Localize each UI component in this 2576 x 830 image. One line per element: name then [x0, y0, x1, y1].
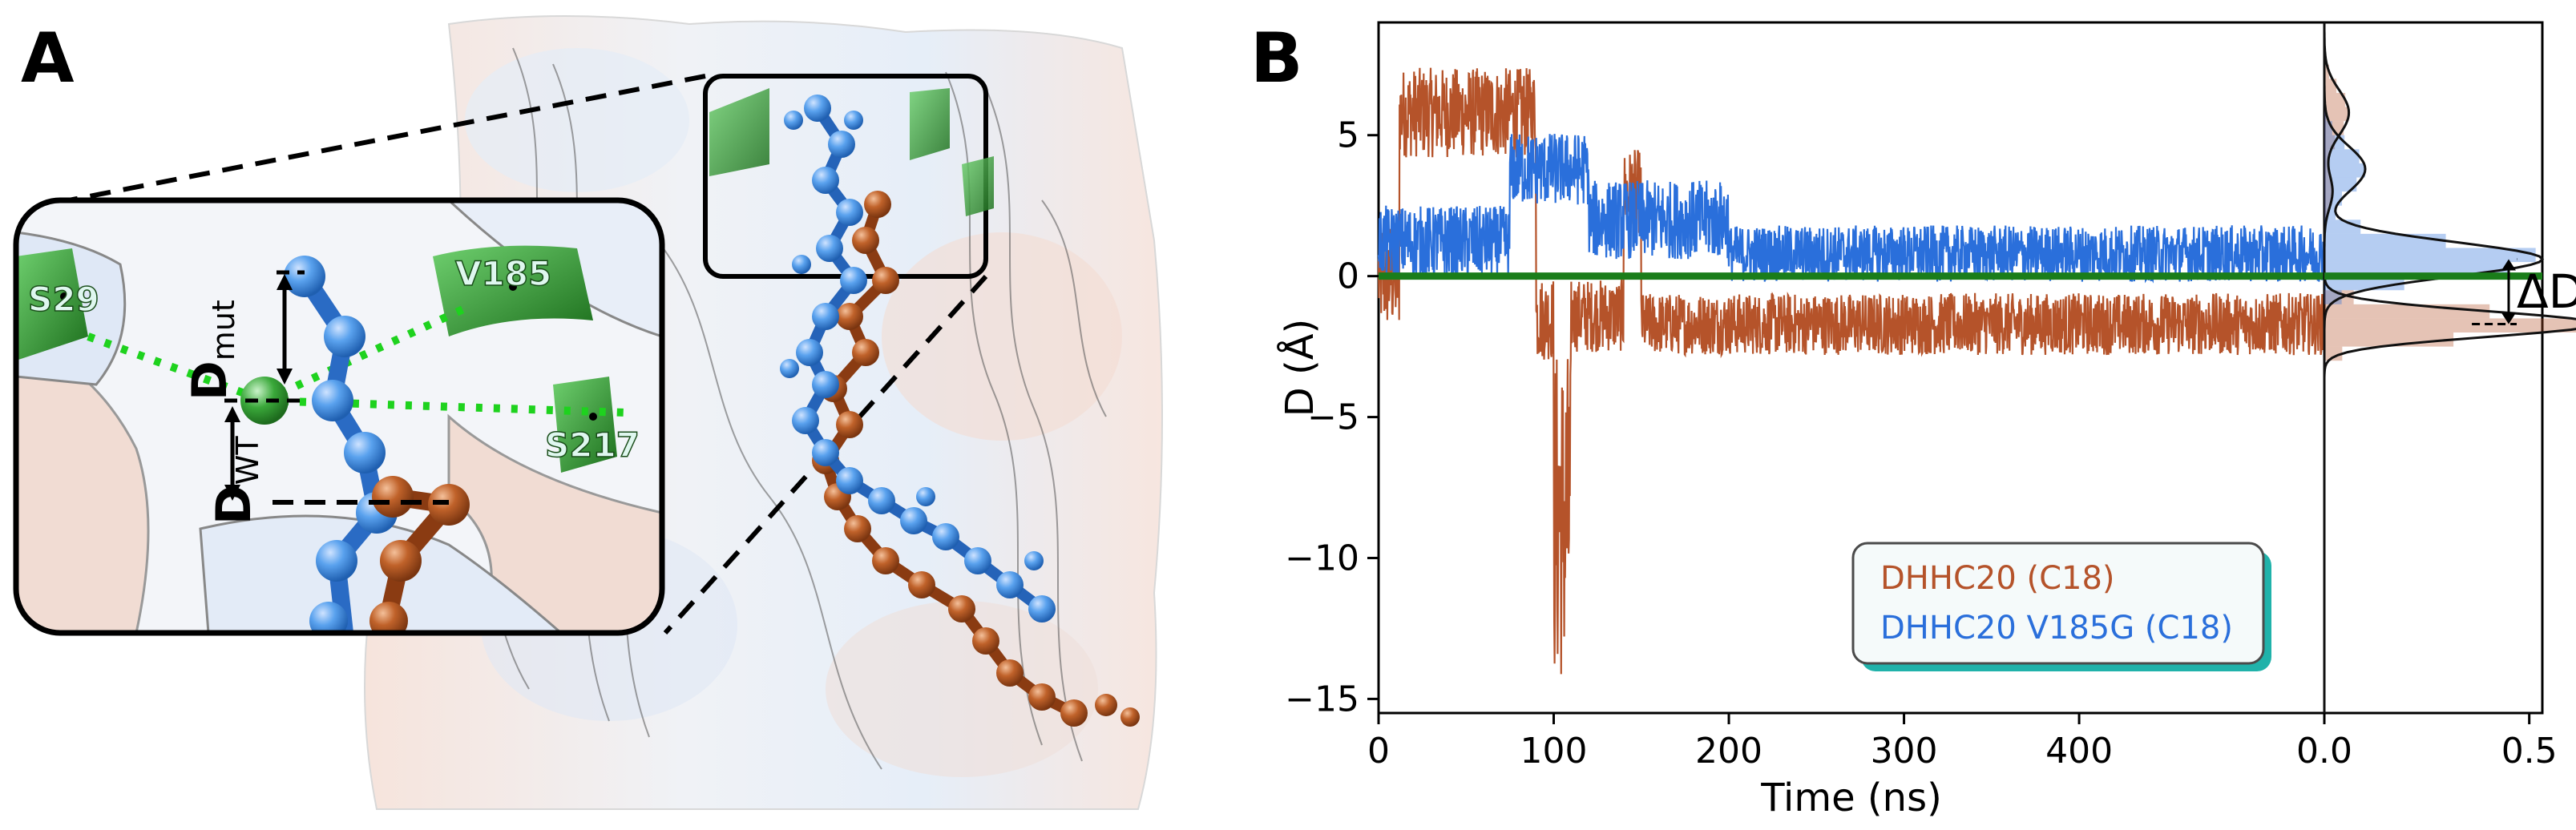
hist-bar-wt [2324, 177, 2332, 192]
x-tick-label: 400 [2045, 731, 2113, 772]
residue-label-s29: S29 [28, 280, 99, 319]
d-wt-label: DWT [206, 436, 265, 525]
chart-timeseries: 0 100 200 300 400 5 0 −5 −10 −15 DHHC20 (C18) DHH… [1277, 21, 2576, 820]
svg-text:DWT: DWT [206, 436, 265, 525]
protein-illustration: S29 V185 S217 Dmut DWT [13, 15, 1163, 810]
y-tick-label: −10 [1285, 538, 1359, 578]
panel-b-letter: B [1250, 18, 1303, 99]
legend-entry-mut: DHHC20 V185G (C18) [1880, 610, 2233, 647]
hist-bar-wt [2324, 163, 2329, 178]
d-mut-label: Dmut [182, 300, 241, 401]
svg-text:Dmut: Dmut [182, 300, 241, 401]
hist-x-tick-label: 0.5 [2501, 731, 2558, 772]
x-tick-label: 100 [1520, 731, 1588, 772]
panel-a-letter: A [21, 18, 75, 99]
hist-bar-wt [2324, 64, 2329, 79]
hist-kde-mut [2323, 22, 2545, 713]
centroid-sphere [240, 377, 289, 425]
panel-a: A [0, 0, 1250, 827]
series-line-mut [1377, 134, 2325, 284]
hist-bar-mut [2324, 220, 2361, 234]
series-line-wt [1377, 67, 2325, 675]
residue-label-v185: V185 [455, 254, 551, 293]
x-tick-label: 300 [1871, 731, 1938, 772]
d-mut-sub: mut [206, 300, 241, 361]
d-wt-main: D [206, 485, 262, 525]
legend: DHHC20 (C18) DHHC20 V185G (C18) [1851, 542, 2271, 671]
hist-bar-mut [2324, 121, 2332, 135]
d-mut-main: D [182, 361, 238, 401]
hist-bar-wt [2324, 205, 2328, 220]
y-axis-label: D (Å) [1277, 319, 1322, 417]
hist-bar-mut [2324, 233, 2446, 248]
hist-bar-wt [2324, 318, 2576, 333]
y-tick-label: 5 [1337, 115, 1359, 156]
histogram-frame [2323, 21, 2544, 715]
panel-b: B 0 100 200 300 400 5 0 −5 −10 −15 DHHC20 (C18) D… [1250, 0, 2576, 827]
d-wt-sub: WT [230, 436, 265, 486]
hist-bar-wt [2324, 92, 2346, 107]
hist-x-tick-label: 0.0 [2296, 731, 2352, 772]
hist-bar-wt [2324, 107, 2349, 122]
hist-bar-wt [2324, 304, 2490, 319]
hist-bar-mut [2324, 248, 2536, 263]
hist-bar-wt [2324, 346, 2343, 361]
hist-bar-wt [2324, 149, 2329, 163]
x-tick-label: 200 [1695, 731, 1762, 772]
lipid-atoms-mut [780, 95, 1056, 622]
y-tick-label: 0 [1337, 256, 1359, 297]
x-tick-label: 0 [1367, 731, 1390, 772]
delta-d-label: ΔD [2517, 264, 2576, 319]
y-tick-label: −5 [1307, 397, 1359, 438]
inset-zoom [13, 197, 665, 636]
hist-bar-wt [2324, 191, 2332, 206]
delta-d-annotation: ΔD [2472, 258, 2576, 325]
hist-bar-mut [2324, 149, 2360, 163]
y-tick-label: −15 [1285, 679, 1359, 719]
hist-bar-mut [2324, 163, 2365, 178]
legend-entry-wt: DHHC20 (C18) [1880, 560, 2115, 597]
residue-label-s217: S217 [545, 425, 640, 465]
x-axis-label: Time (ns) [1760, 776, 1942, 820]
